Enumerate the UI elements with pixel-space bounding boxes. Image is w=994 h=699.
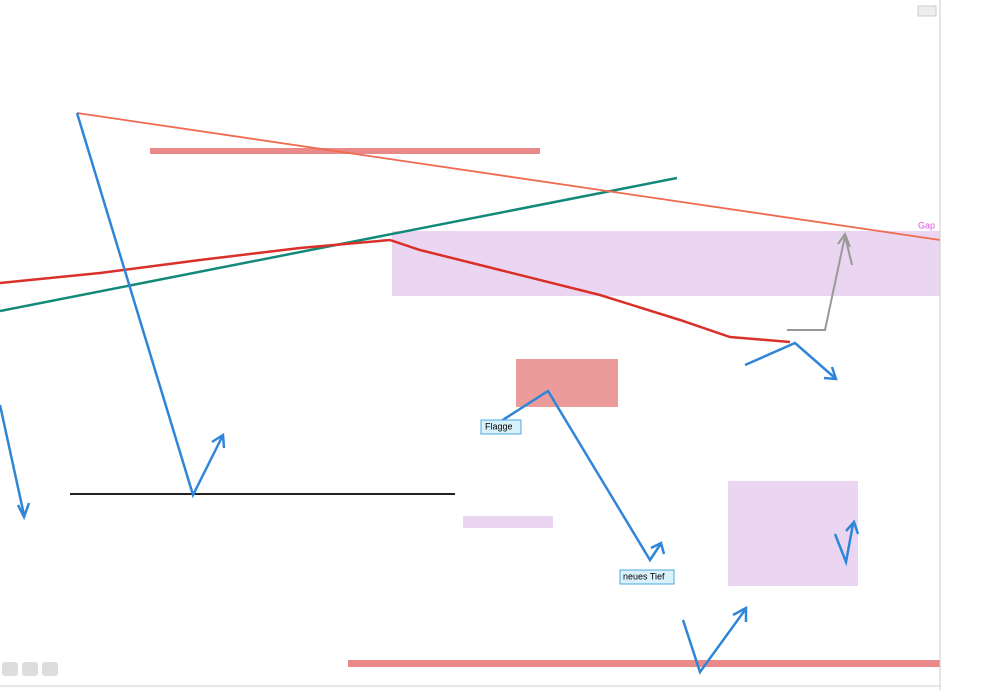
zone xyxy=(463,516,553,528)
arrow-head xyxy=(16,502,31,521)
projection xyxy=(787,231,853,331)
arrow-head xyxy=(845,519,860,535)
arrow xyxy=(0,404,26,516)
arrow xyxy=(75,112,224,499)
arrow xyxy=(681,609,747,675)
flag-zone xyxy=(516,359,618,407)
button[interactable] xyxy=(42,662,58,676)
resistance-band xyxy=(150,148,540,154)
callout-box xyxy=(619,569,675,585)
support-band xyxy=(348,660,940,667)
callout: neues Tief xyxy=(623,571,665,581)
arrow-head xyxy=(732,605,748,622)
arrow-head xyxy=(650,541,666,555)
arrow xyxy=(833,523,855,567)
callout-box xyxy=(480,419,522,435)
ema-line xyxy=(0,238,791,344)
arrow xyxy=(744,341,836,379)
arrows xyxy=(0,112,860,675)
arrow xyxy=(483,389,662,563)
callout: Flagge xyxy=(485,421,513,431)
zone xyxy=(728,481,858,586)
button[interactable] xyxy=(22,662,38,676)
arrow-head xyxy=(823,366,838,381)
arrow-head xyxy=(837,231,851,248)
toolbar xyxy=(2,662,58,676)
projection-line xyxy=(787,235,853,331)
scroll-button[interactable] xyxy=(917,5,937,17)
trend-line xyxy=(76,112,941,241)
button[interactable] xyxy=(2,662,18,676)
callout: Gap xyxy=(918,220,935,230)
arrow-head xyxy=(211,432,226,449)
